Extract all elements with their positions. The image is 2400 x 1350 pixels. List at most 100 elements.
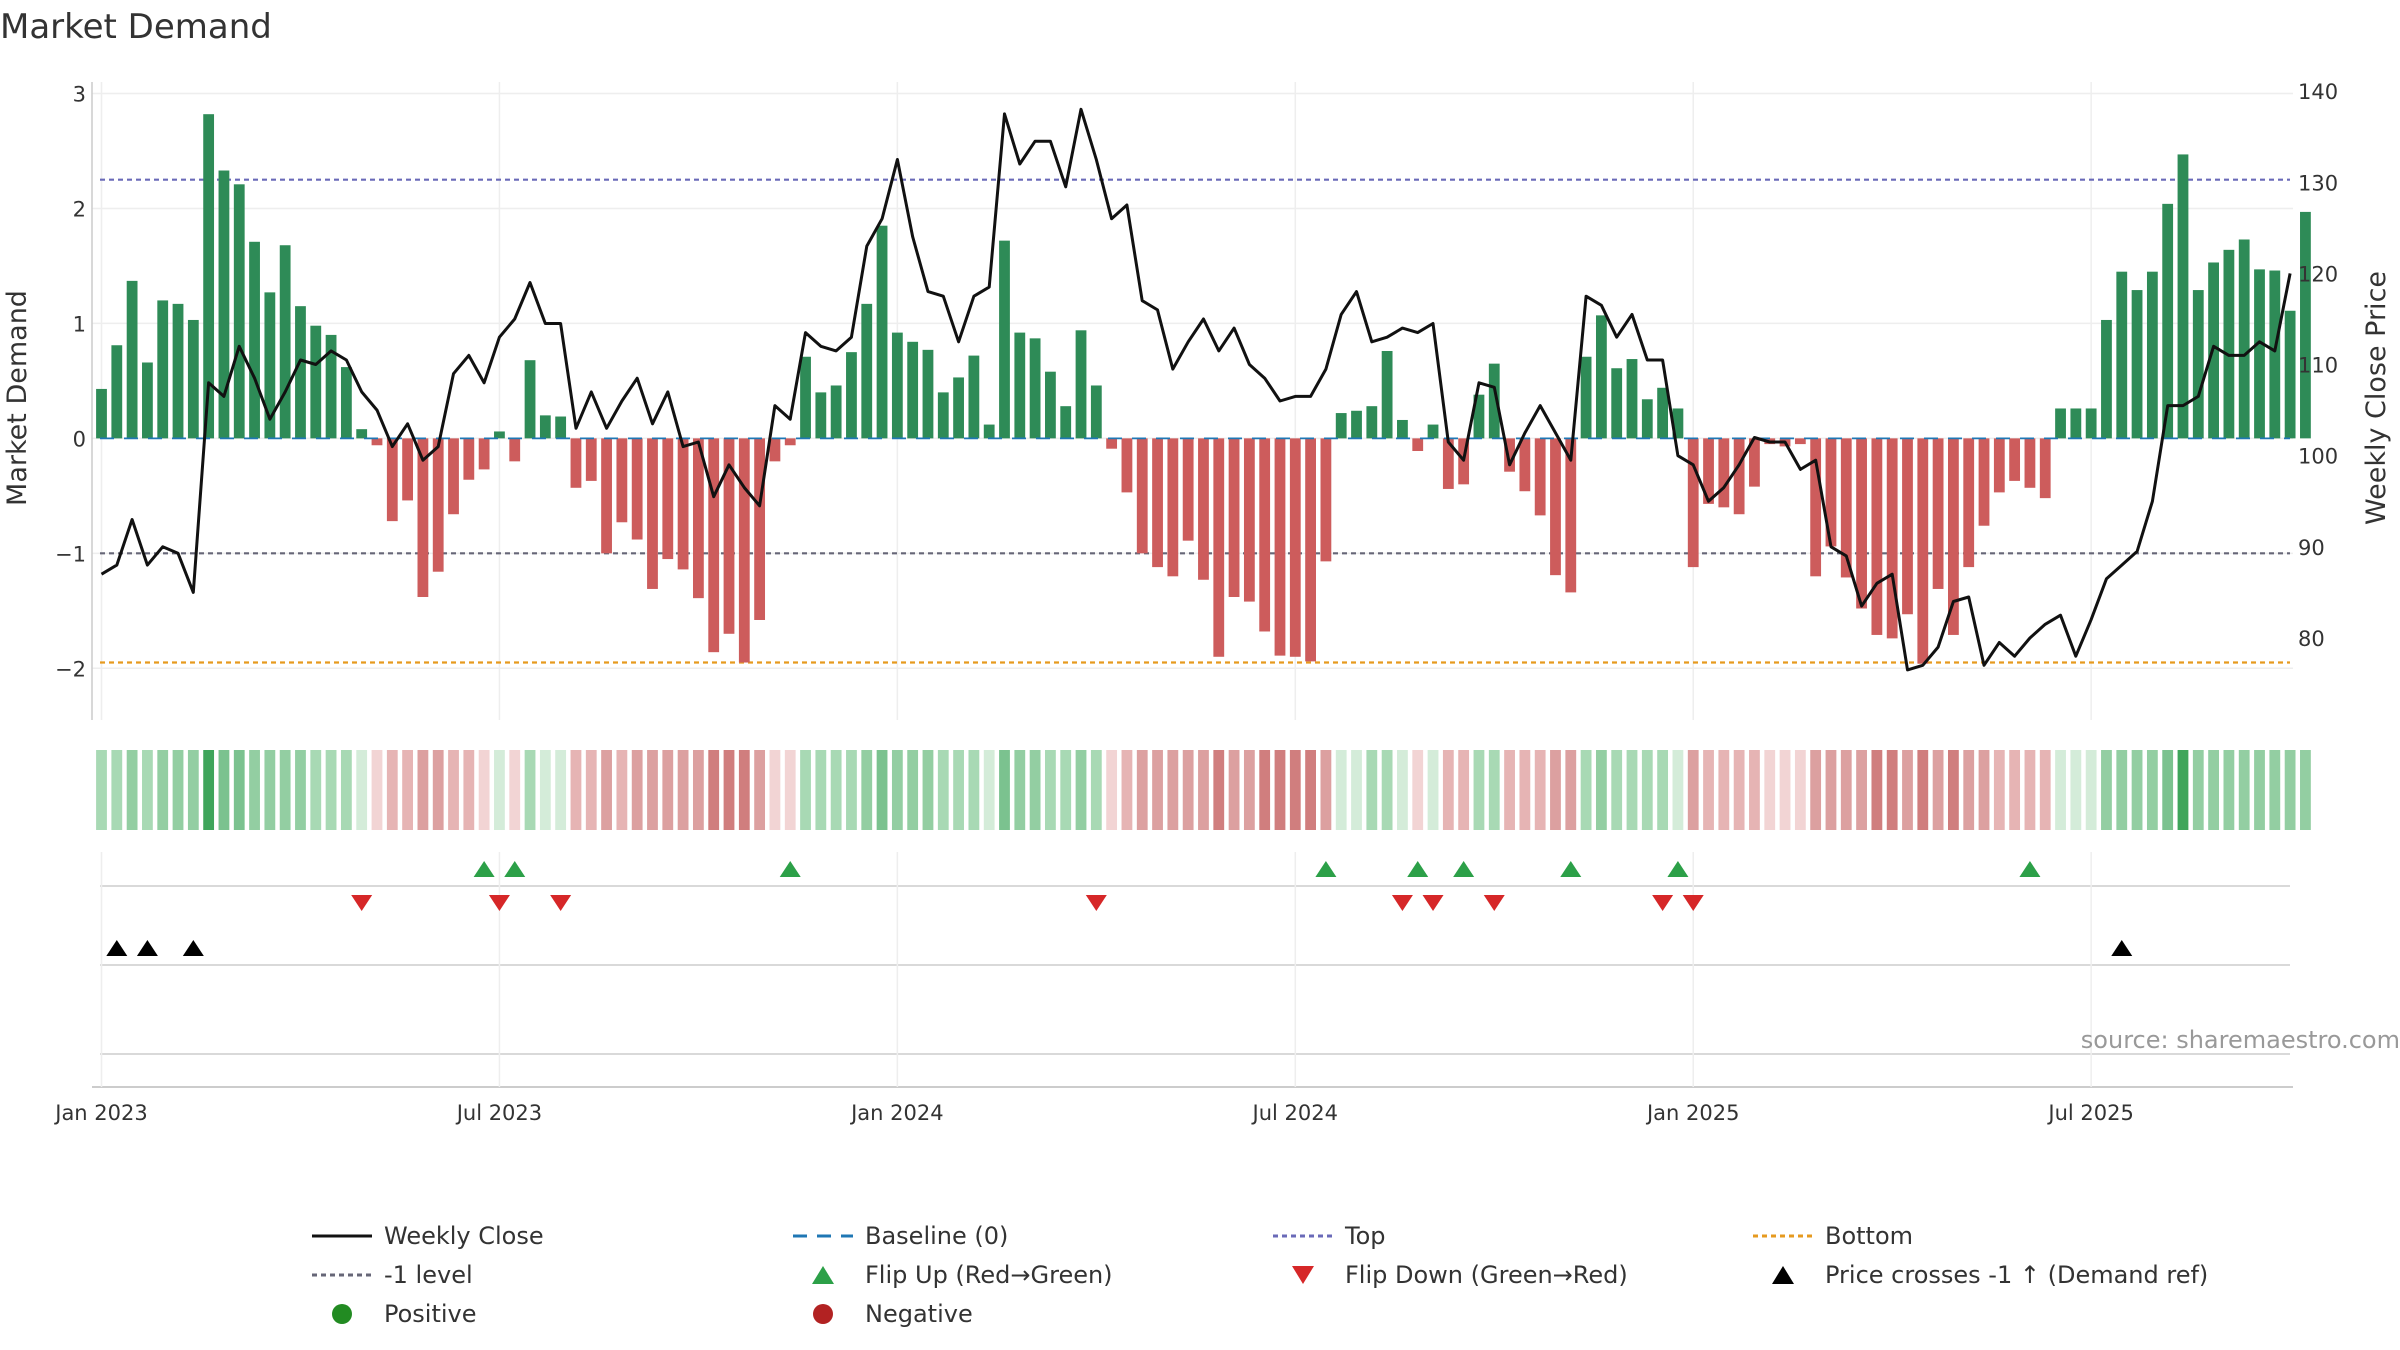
legend-swatch-triangle-up	[812, 1266, 834, 1284]
legend-swatch-dot	[332, 1304, 352, 1324]
positive-demand-bar	[1090, 385, 1102, 439]
strip-cell	[708, 750, 720, 830]
negative-demand-bar	[1274, 438, 1286, 656]
strip-cell	[662, 750, 674, 830]
x-tick-label: Jan 2024	[849, 1101, 944, 1125]
price-cross-marker	[106, 940, 128, 956]
negative-demand-bar	[616, 438, 628, 523]
strip-cell	[432, 750, 444, 830]
legend-label: Positive	[384, 1300, 477, 1328]
event-markers	[106, 861, 2133, 956]
y2-tick-label: 90	[2298, 536, 2325, 560]
y-tick-label: 2	[73, 197, 86, 221]
negative-demand-bar	[1198, 438, 1209, 580]
strip-cell	[1488, 750, 1500, 830]
strip-cell	[264, 750, 276, 830]
strip-cell	[2208, 750, 2219, 830]
negative-demand-bar	[1749, 438, 1760, 487]
y-tick-label: −1	[55, 542, 86, 566]
y2-tick-label: 80	[2298, 627, 2325, 651]
strip-cell	[2039, 750, 2051, 830]
strip-cell	[723, 750, 735, 830]
strip-cell	[1871, 750, 1883, 830]
strip-cell	[402, 750, 413, 830]
positive-demand-bar	[172, 303, 184, 439]
positive-demand-bar	[1351, 410, 1362, 439]
strip-cell	[1060, 750, 1072, 830]
strip-cell	[1626, 750, 1638, 830]
positive-demand-bar	[494, 431, 505, 439]
negative-demand-bar	[1228, 438, 1240, 597]
x-tick-label: Jan 2025	[1645, 1101, 1740, 1125]
strip-cell	[1167, 750, 1179, 830]
strip-cell	[2238, 750, 2250, 830]
strip-cell	[677, 750, 689, 830]
negative-demand-bar	[448, 438, 459, 515]
strip-cell	[754, 750, 766, 830]
strip-cell	[448, 750, 459, 830]
strip-cell	[601, 750, 612, 830]
x-tick-label: Jul 2023	[455, 1101, 542, 1125]
strip-cell	[616, 750, 628, 830]
strip-cell	[1886, 750, 1898, 830]
flip-up-marker	[1453, 861, 1475, 877]
strip-cell	[830, 750, 842, 830]
flip-up-marker	[1667, 861, 1689, 877]
positive-demand-bar	[922, 349, 934, 439]
positive-demand-bar	[1611, 368, 1623, 439]
positive-demand-bar	[325, 334, 337, 439]
positive-demand-bar	[815, 392, 827, 439]
negative-demand-bar	[2024, 438, 2036, 488]
positive-demand-bar	[233, 184, 245, 439]
y-tick-labels: 3 2 1 0 −1 −2	[55, 82, 86, 681]
strip-cell	[371, 750, 383, 830]
demand-bars	[96, 114, 2311, 664]
flip-up-marker	[473, 861, 495, 877]
strip-cell	[1412, 750, 1424, 830]
price-cross-marker	[2111, 940, 2133, 956]
strip-cell	[1366, 750, 1378, 830]
strip-cell	[1948, 750, 1959, 830]
legend: Weekly Close Baseline (0) Top Bottom -1 leve…	[312, 1222, 2208, 1328]
positive-demand-bar	[2284, 310, 2296, 439]
positive-demand-bar	[539, 415, 551, 439]
x-tick-labels: Jan 2023 Jul 2023 Jan 2024 Jul 2024 Jan 2025…	[53, 1101, 2134, 1125]
legend-label: Flip Up (Red→Green)	[865, 1261, 1113, 1289]
grid-layer	[92, 82, 2293, 720]
negative-demand-bar	[1840, 438, 1852, 578]
negative-demand-bar	[1932, 438, 1944, 589]
negative-demand-bar	[1948, 438, 1959, 635]
positive-demand-bar	[249, 241, 260, 439]
strip-cell	[1136, 750, 1148, 830]
strip-cell	[907, 750, 919, 830]
flip-down-marker	[351, 895, 373, 911]
positive-demand-bar	[2116, 271, 2128, 439]
y2-tick-label: 110	[2298, 354, 2338, 378]
y2-tick-label: 120	[2298, 262, 2338, 286]
strip-cell	[340, 750, 352, 830]
negative-demand-bar	[1871, 438, 1883, 635]
weekly-close-line	[100, 107, 2292, 672]
strip-cell	[1458, 750, 1470, 830]
y-tick-label: 3	[73, 82, 86, 106]
negative-demand-bar	[1136, 438, 1148, 554]
strip-cell	[1397, 750, 1408, 830]
flip-up-marker	[779, 861, 801, 877]
strip-cell	[509, 750, 521, 830]
strip-cell	[1014, 750, 1026, 830]
strip-cell	[555, 750, 567, 830]
positive-demand-bar	[1029, 338, 1041, 439]
positive-demand-bar	[340, 367, 352, 439]
negative-demand-bar	[570, 438, 582, 488]
strip-cell	[1473, 750, 1485, 830]
strip-cell	[2192, 750, 2204, 830]
positive-demand-bar	[1641, 399, 1653, 439]
strip-cell	[1794, 750, 1806, 830]
positive-demand-bar	[1488, 363, 1500, 439]
negative-demand-bar	[1259, 438, 1271, 632]
strip-cell	[2116, 750, 2128, 830]
negative-demand-bar	[662, 438, 674, 560]
strip-cell	[647, 750, 658, 830]
strip-cell	[861, 750, 873, 830]
strip-cell	[1565, 750, 1577, 830]
